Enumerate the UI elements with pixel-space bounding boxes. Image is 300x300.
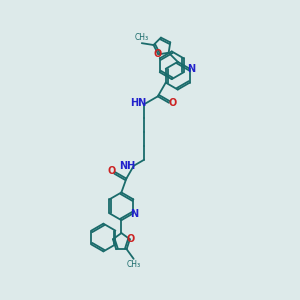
Text: O: O	[169, 98, 177, 108]
Text: HN: HN	[130, 98, 146, 108]
Text: O: O	[153, 50, 161, 59]
Text: O: O	[107, 166, 116, 176]
Text: CH₃: CH₃	[135, 33, 149, 42]
Text: N: N	[130, 209, 139, 219]
Text: N: N	[187, 64, 195, 74]
Text: O: O	[127, 234, 135, 244]
Text: CH₃: CH₃	[127, 260, 141, 269]
Text: NH: NH	[119, 161, 135, 171]
